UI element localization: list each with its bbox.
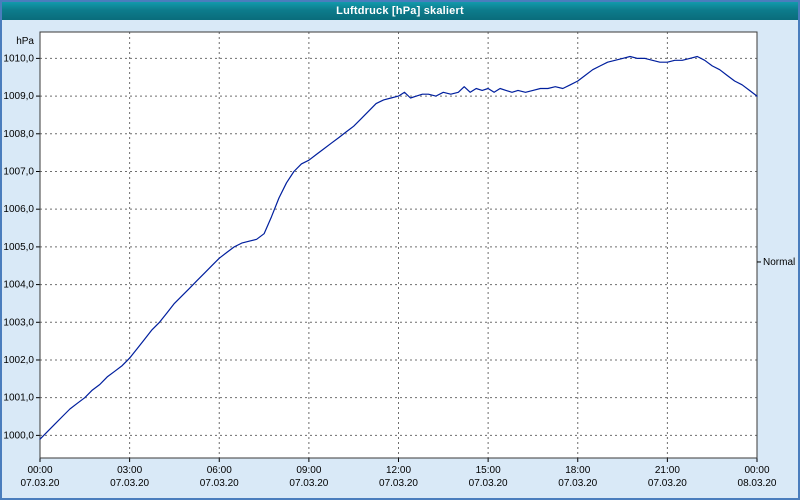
x-tick-date-label: 08.03.20 [738, 478, 777, 489]
window-title: Luftdruck [hPa] skaliert [336, 5, 464, 17]
x-tick-time-label: 18:00 [565, 465, 590, 476]
x-tick-time-label: 00:00 [27, 465, 52, 476]
plot-border [39, 31, 758, 459]
x-tick-date-label: 07.03.20 [648, 478, 687, 489]
x-tick-date-label: 07.03.20 [469, 478, 508, 489]
y-tick-label: 1010,0 [3, 53, 34, 64]
x-tick-date-label: 07.03.20 [379, 478, 418, 489]
y-tick-label: 1001,0 [3, 393, 34, 404]
x-tick-time-label: 06:00 [207, 465, 232, 476]
x-tick-date-label: 07.03.20 [21, 478, 60, 489]
normal-marker-label: Normal [763, 257, 795, 268]
x-tick-date-label: 07.03.20 [200, 478, 239, 489]
y-axis-unit-label: hPa [16, 36, 34, 47]
x-tick-time-label: 09:00 [296, 465, 321, 476]
x-tick-time-label: 21:00 [655, 465, 680, 476]
x-tick-time-label: 15:00 [476, 465, 501, 476]
x-tick-time-label: 03:00 [117, 465, 142, 476]
y-tick-label: 1009,0 [3, 91, 34, 102]
pressure-line [39, 55, 758, 440]
window-titlebar[interactable]: Luftdruck [hPa] skaliert [2, 2, 798, 20]
y-tick-label: 1003,0 [3, 317, 34, 328]
x-tick-date-label: 07.03.20 [110, 478, 149, 489]
y-tick-label: 1008,0 [3, 129, 34, 140]
y-tick-label: 1006,0 [3, 204, 34, 215]
x-tick-time-label: 00:00 [744, 465, 769, 476]
x-tick-date-label: 07.03.20 [558, 478, 597, 489]
x-tick-time-label: 12:00 [386, 465, 411, 476]
x-tick-date-label: 07.03.20 [289, 478, 328, 489]
y-tick-label: 1005,0 [3, 242, 34, 253]
y-tick-label: 1004,0 [3, 280, 34, 291]
y-tick-label: 1000,0 [3, 430, 34, 441]
y-tick-label: 1002,0 [3, 355, 34, 366]
y-tick-label: 1007,0 [3, 166, 34, 177]
